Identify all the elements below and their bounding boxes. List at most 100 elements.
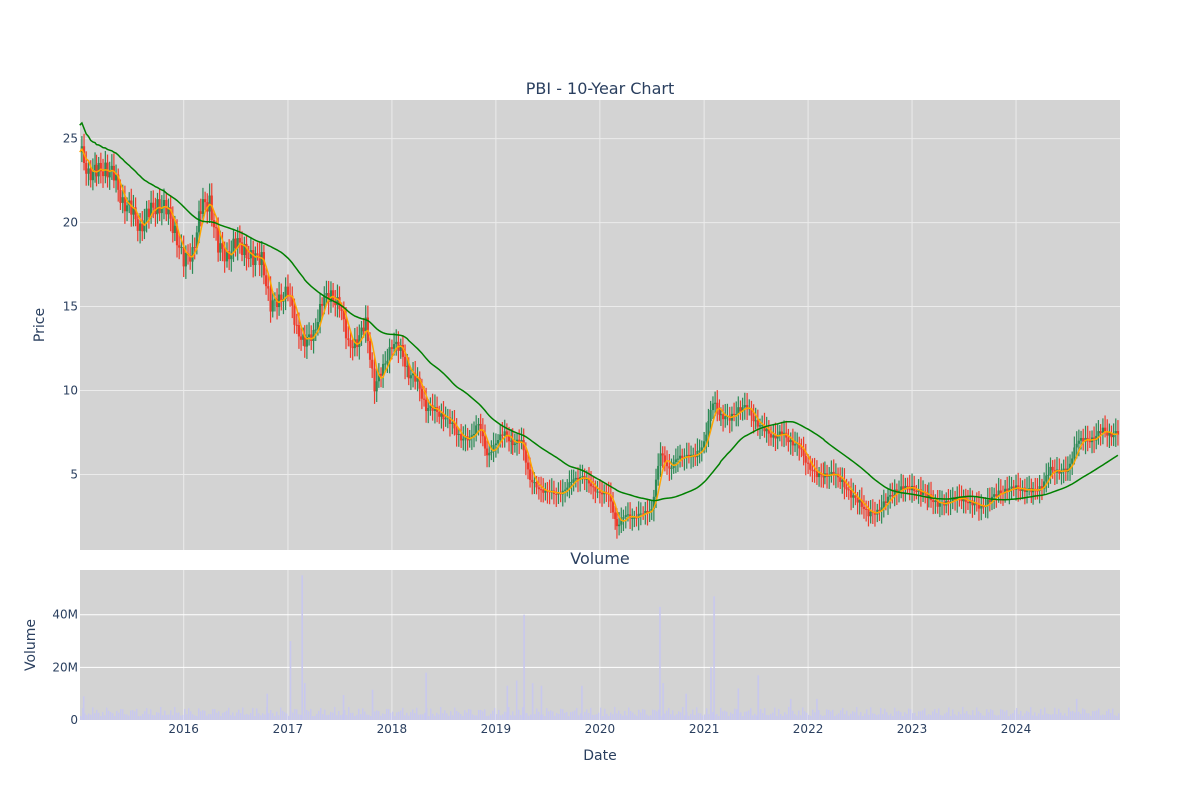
volume-bar bbox=[548, 711, 550, 720]
price-candle bbox=[245, 243, 248, 259]
volume-bar bbox=[968, 714, 970, 720]
price-candle bbox=[847, 489, 850, 491]
price-chart-title: PBI - 10-Year Chart bbox=[526, 79, 674, 98]
volume-bar bbox=[912, 713, 914, 720]
volume-bar bbox=[818, 709, 820, 720]
volume-bar bbox=[310, 708, 312, 720]
price-candle bbox=[798, 443, 801, 449]
volume-bar bbox=[98, 712, 100, 720]
volume-bar bbox=[680, 712, 682, 720]
price-candle bbox=[1040, 486, 1044, 489]
volume-bar bbox=[170, 710, 172, 720]
price-candle bbox=[440, 413, 443, 417]
price-candle bbox=[191, 247, 194, 262]
volume-bar bbox=[766, 715, 768, 720]
volume-bar bbox=[186, 714, 188, 720]
price-candle bbox=[1110, 432, 1113, 438]
volume-bar bbox=[612, 714, 614, 720]
x-tick-label: 2024 bbox=[1001, 722, 1032, 736]
price-candle bbox=[614, 512, 617, 520]
price-candle bbox=[223, 248, 226, 262]
volume-bar bbox=[762, 713, 764, 720]
price-candle bbox=[780, 431, 783, 435]
volume-bar bbox=[100, 716, 102, 720]
volume-bar bbox=[1044, 707, 1046, 720]
volume-bar bbox=[806, 712, 808, 720]
price-candle bbox=[596, 491, 599, 493]
volume-bar bbox=[872, 713, 874, 720]
volume-bar bbox=[654, 709, 656, 720]
volume-bar bbox=[1072, 710, 1074, 720]
price-candle bbox=[507, 435, 511, 442]
price-candle bbox=[696, 450, 699, 458]
volume-bar bbox=[1022, 715, 1024, 720]
price-candle bbox=[249, 250, 252, 259]
price-candle bbox=[303, 334, 306, 347]
price-candle bbox=[132, 207, 135, 215]
volume-bar bbox=[388, 709, 390, 720]
price-candle bbox=[698, 450, 701, 452]
volume-bar bbox=[88, 713, 90, 720]
volume-bar bbox=[502, 714, 504, 720]
price-candle bbox=[89, 168, 92, 181]
price-candle bbox=[472, 433, 476, 436]
price-candle bbox=[368, 341, 372, 360]
price-candle bbox=[657, 465, 660, 480]
price-candle bbox=[503, 431, 506, 436]
price-candle bbox=[110, 165, 113, 171]
volume-bar bbox=[590, 707, 592, 720]
volume-bar bbox=[122, 709, 124, 720]
price-candle bbox=[219, 243, 222, 253]
volume-bar bbox=[152, 715, 154, 720]
price-candle bbox=[626, 514, 630, 516]
volume-bar bbox=[902, 715, 904, 720]
price-candle bbox=[951, 497, 954, 503]
volume-bar bbox=[86, 715, 88, 720]
price-candle bbox=[505, 431, 508, 436]
volume-bar bbox=[928, 714, 930, 720]
price-candle bbox=[364, 317, 367, 332]
price-candle bbox=[310, 334, 313, 342]
volume-bar bbox=[492, 710, 494, 720]
price-candle bbox=[1108, 432, 1111, 436]
volume-bar bbox=[784, 712, 786, 720]
price-candle bbox=[572, 479, 575, 482]
price-candle bbox=[977, 503, 981, 509]
price-candle bbox=[494, 443, 497, 446]
volume-bar bbox=[882, 714, 884, 720]
price-candle bbox=[763, 425, 766, 432]
price-candle bbox=[581, 476, 584, 478]
volume-bar bbox=[514, 715, 516, 720]
volume-bar bbox=[420, 714, 422, 720]
volume-spike-bar bbox=[816, 698, 818, 720]
price-candle bbox=[774, 435, 777, 439]
price-candle bbox=[123, 197, 126, 212]
volume-bar bbox=[158, 712, 160, 720]
price-candle bbox=[791, 440, 794, 446]
volume-bar bbox=[190, 711, 192, 720]
volume-bar bbox=[314, 715, 316, 720]
volume-bar bbox=[418, 714, 420, 720]
volume-bar bbox=[352, 712, 354, 720]
volume-spike-bar bbox=[82, 696, 85, 720]
volume-bar bbox=[814, 712, 816, 720]
volume-bar bbox=[288, 715, 290, 720]
volume-bar bbox=[394, 716, 396, 720]
volume-bar bbox=[822, 715, 824, 720]
price-candle bbox=[136, 219, 139, 231]
volume-bar bbox=[1002, 709, 1004, 720]
volume-spike-bar bbox=[425, 672, 427, 720]
volume-bar bbox=[184, 708, 186, 720]
volume-bar bbox=[484, 709, 486, 720]
volume-bar bbox=[296, 709, 298, 720]
price-candle bbox=[271, 300, 274, 312]
volume-series bbox=[80, 575, 1120, 720]
volume-bar bbox=[210, 714, 212, 720]
volume-spike-bar bbox=[523, 614, 525, 720]
price-candle bbox=[817, 473, 821, 478]
price-candle bbox=[225, 251, 229, 262]
price-candle bbox=[705, 434, 708, 442]
volume-bar bbox=[944, 713, 946, 720]
volume-bar bbox=[1090, 715, 1092, 720]
volume-bar bbox=[708, 714, 710, 720]
